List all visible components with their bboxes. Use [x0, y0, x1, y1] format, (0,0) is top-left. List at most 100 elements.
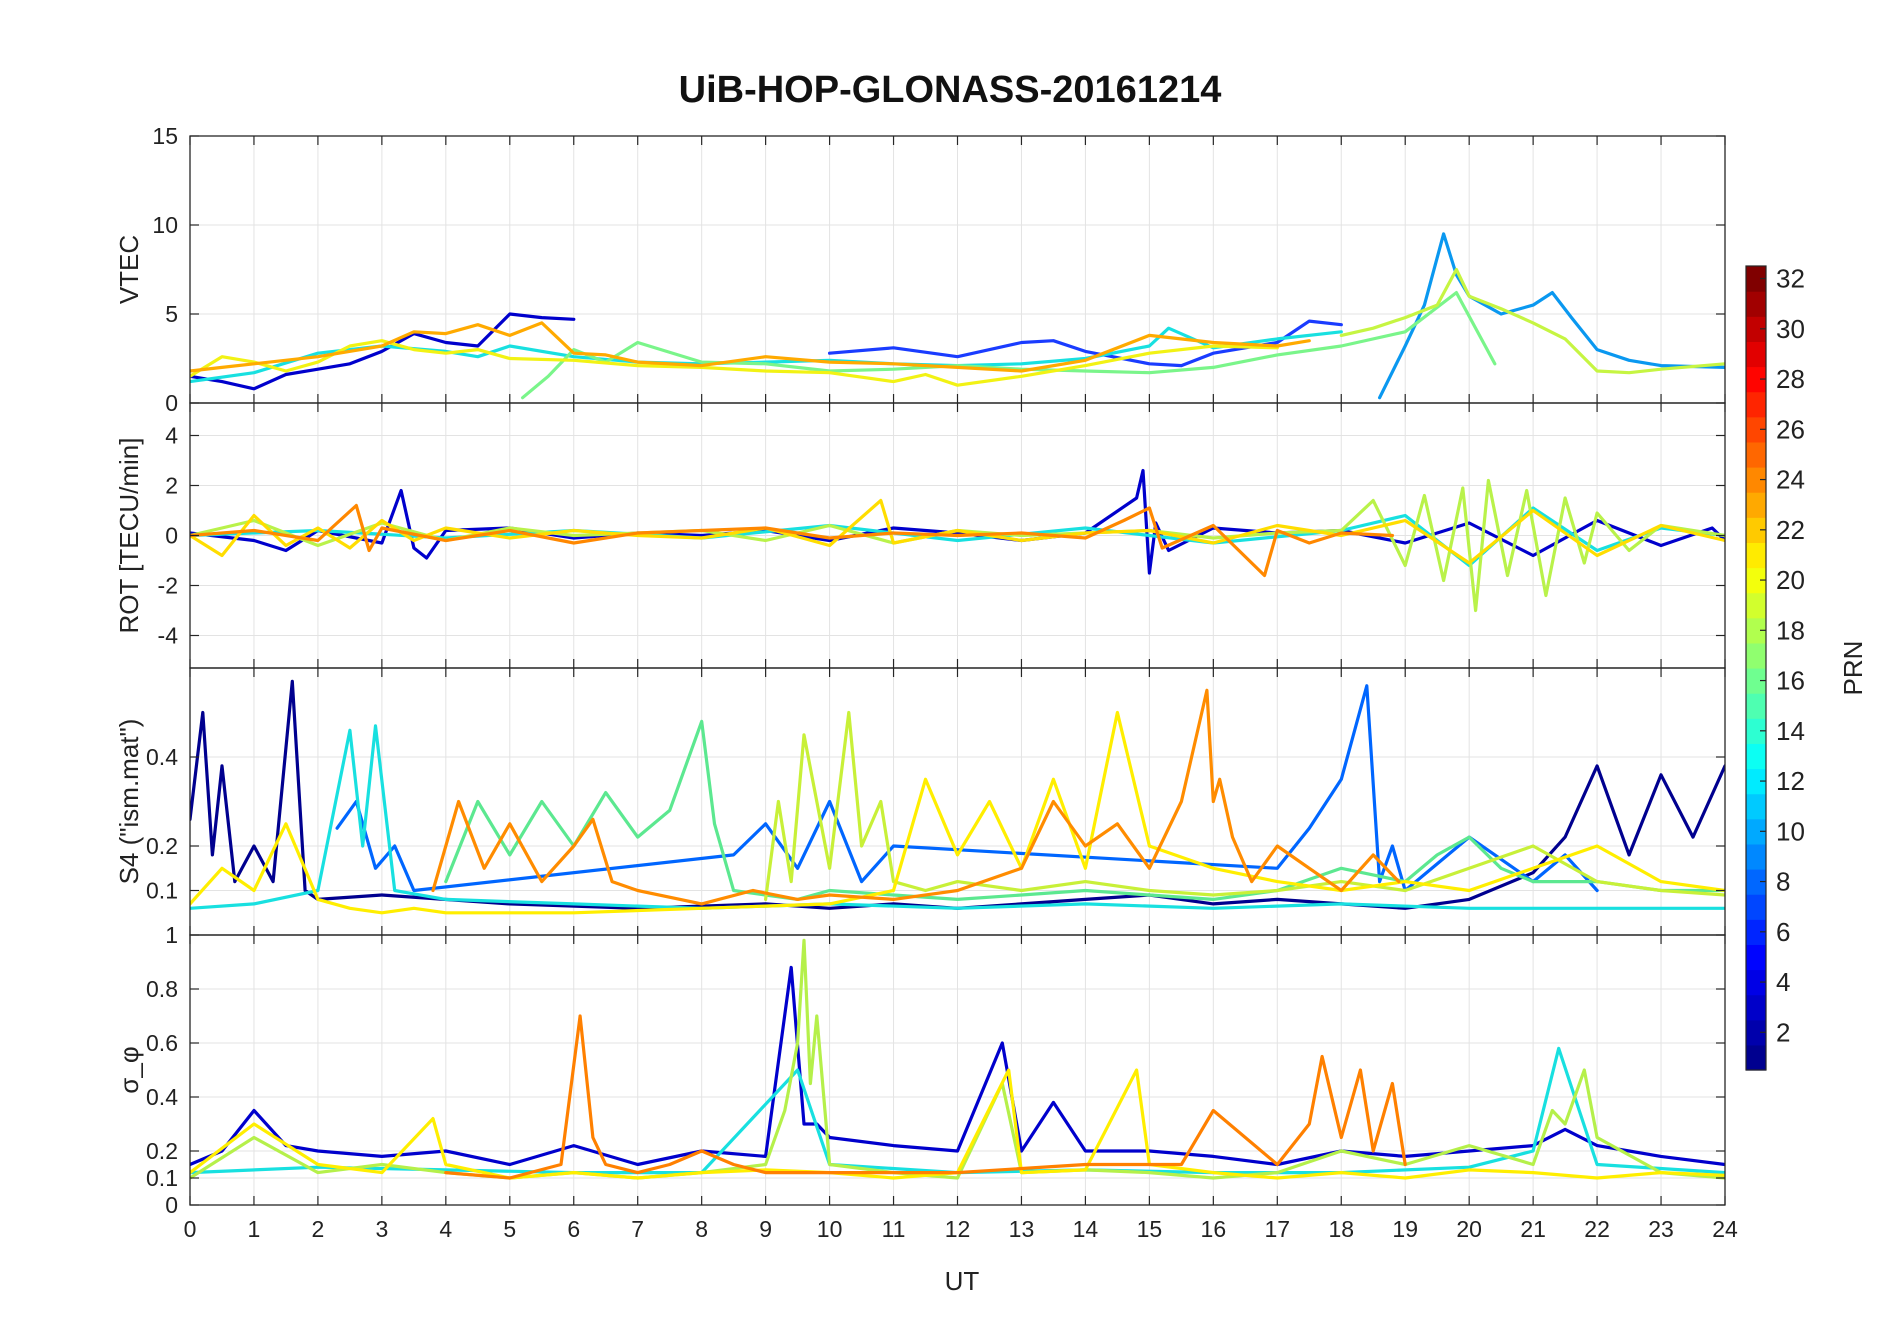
y-tick-label: 2: [165, 473, 178, 499]
colorbar-segment: [1746, 693, 1766, 719]
colorbar-segment: [1746, 894, 1766, 920]
y-tick-label: 5: [165, 301, 178, 327]
panel-3: 0.1 0.2 0.4S4 ("ism.mat"): [114, 667, 1726, 936]
x-tick-label: 15: [1137, 1216, 1163, 1242]
x-tick-label: 10: [817, 1216, 843, 1242]
x-tick-label: 17: [1264, 1216, 1290, 1242]
y-tick-label: -2: [158, 573, 178, 599]
colorbar-segment: [1746, 994, 1766, 1021]
colorbar-segment: [1746, 567, 1766, 594]
x-tick-label: 2: [312, 1216, 325, 1242]
colorbar-segment: [1746, 642, 1766, 669]
series-line: [190, 965, 1725, 1167]
colorbar-tick-label: 8: [1776, 867, 1790, 897]
colorbar-label: PRN: [1838, 641, 1868, 696]
series-line: [190, 498, 1725, 565]
colorbar-segment: [1746, 668, 1766, 694]
chart-title: UiB-HOP-GLONASS-20161214: [679, 69, 1222, 111]
colorbar-segment: [1746, 291, 1766, 317]
series-line: [190, 506, 1725, 568]
x-tick-label: 19: [1392, 1216, 1418, 1242]
y-tick-label: 15: [152, 123, 178, 149]
colorbar-segment: [1746, 969, 1766, 996]
x-tick-label: 14: [1073, 1216, 1099, 1242]
series-line: [190, 710, 1725, 915]
colorbar-segment: [1746, 416, 1766, 443]
colorbar-segment: [1746, 592, 1766, 619]
colorbar-tick-label: 12: [1776, 766, 1805, 796]
y-axis-label: ROT [TECU/min]: [114, 438, 144, 634]
x-tick-label: 8: [695, 1216, 708, 1242]
series-line: [1377, 232, 1725, 400]
x-tick-label: 11: [882, 1216, 906, 1242]
y-tick-label: 0.8: [146, 976, 178, 1002]
panel-2: -4 -2 0 2 4 ROT [TECU/min]: [114, 402, 1726, 669]
colorbar-segment: [1746, 617, 1766, 644]
y-tick-label: 0: [165, 390, 178, 416]
colorbar-tick-label: 4: [1776, 967, 1790, 997]
x-tick-label: 5: [503, 1216, 516, 1242]
x-tick-label: 6: [567, 1216, 580, 1242]
colorbar-segment: [1746, 718, 1766, 744]
y-tick-label: 4: [165, 423, 178, 449]
colorbar-segment: [1746, 1044, 1766, 1071]
colorbar-segment: [1746, 316, 1766, 342]
y-tick-label: 1: [165, 922, 178, 948]
colorbar-segment: [1746, 391, 1766, 418]
colorbar-segment: [1746, 366, 1766, 393]
colorbar-segment: [1746, 492, 1766, 518]
x-tick-label: 7: [631, 1216, 644, 1242]
colorbar-segment: [1746, 517, 1766, 543]
series-line: [190, 321, 1311, 373]
colorbar-tick-label: 26: [1776, 414, 1805, 444]
colorbar-tick-label: 22: [1776, 515, 1805, 545]
colorbar-tick-label: 30: [1776, 314, 1805, 344]
x-tick-label: 18: [1328, 1216, 1354, 1242]
colorbar-segment: [1746, 818, 1766, 845]
series-line: [190, 503, 1395, 578]
x-tick-label: 20: [1456, 1216, 1482, 1242]
colorbar-tick-label: 10: [1776, 816, 1805, 846]
series-line: [190, 312, 576, 391]
x-tick-label: 0: [184, 1216, 197, 1242]
y-tick-label: 0: [165, 1192, 178, 1218]
series-group: [190, 232, 1725, 400]
x-tick-label: 9: [759, 1216, 772, 1242]
x-tick-label: 12: [945, 1216, 971, 1242]
colorbar-segment: [1746, 768, 1766, 795]
x-tick-label: 22: [1584, 1216, 1610, 1242]
series-group: [190, 468, 1725, 613]
colorbar-frame: [1745, 265, 1767, 1071]
colorbar-segment: [1746, 869, 1766, 895]
y-axis-label: S4 ("ism.mat"): [114, 719, 144, 885]
colorbar-tick-label: 20: [1776, 565, 1805, 595]
x-tick-label: 16: [1201, 1216, 1227, 1242]
colorbar-tick-label: 28: [1776, 364, 1805, 394]
colorbar-tick-label: 32: [1776, 264, 1805, 294]
colorbar-tick-label: 2: [1776, 1017, 1790, 1047]
y-axis-label: σ_φ: [114, 1046, 144, 1093]
y-tick-label: 0.1: [146, 878, 178, 904]
panel-4: 00.10.20.40.60.810 1 2 3 4 5 6 7 8 9 10 11 12 13 14 15 1…: [114, 922, 1738, 1242]
colorbar-segment: [1746, 266, 1766, 292]
panel-1: 0 5 10 15 VTEC: [114, 123, 1726, 416]
colorbar-tick-label: 24: [1776, 465, 1805, 495]
x-tick-label: 3: [375, 1216, 388, 1242]
colorbar-segment: [1746, 542, 1766, 569]
series-line: [431, 688, 1401, 906]
y-tick-label: 0.2: [146, 833, 178, 859]
series-line: [190, 339, 1279, 387]
y-tick-label: 0.1: [146, 1165, 178, 1191]
colorbar-tick-label: 6: [1776, 917, 1790, 947]
colorbar-tick-label: 16: [1776, 666, 1805, 696]
series-line: [190, 724, 1725, 910]
x-tick-label: 23: [1648, 1216, 1674, 1242]
series-line: [190, 1068, 1725, 1180]
series-line: [1339, 267, 1725, 375]
y-tick-label: 0.4: [146, 1084, 178, 1110]
colorbar-segment: [1746, 341, 1766, 368]
series-line: [335, 684, 1599, 893]
